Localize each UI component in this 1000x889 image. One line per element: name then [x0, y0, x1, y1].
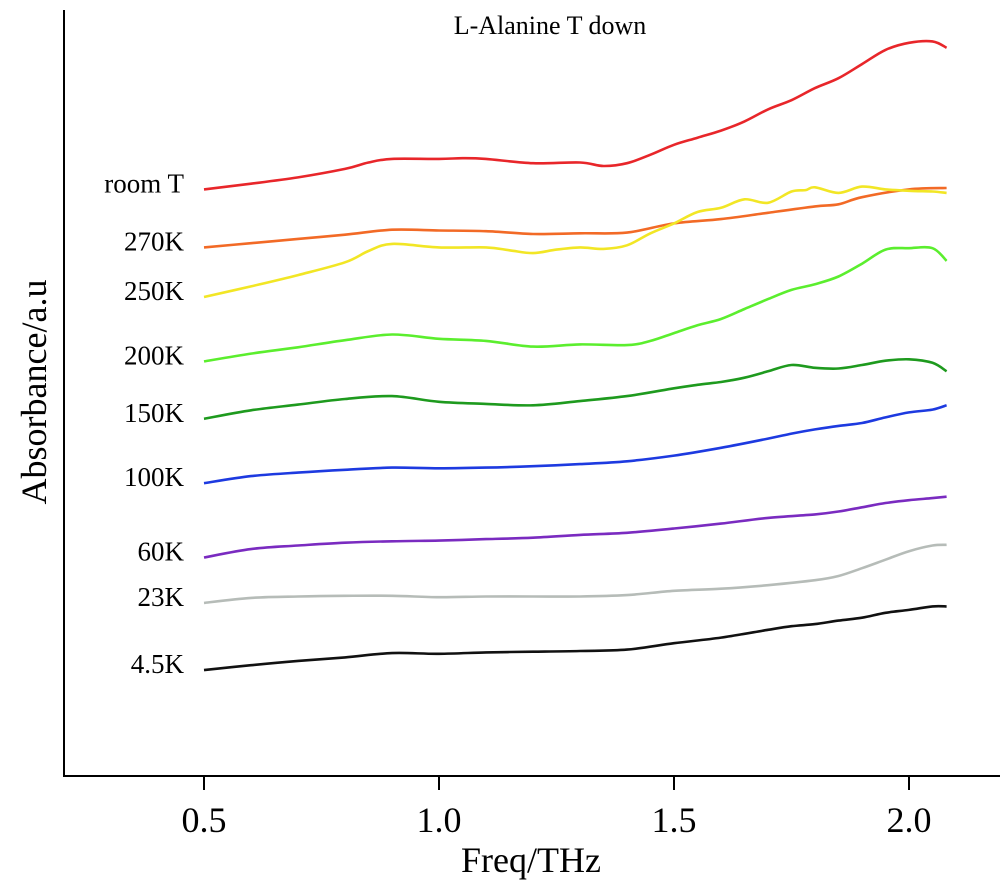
series-line-60k: [203, 495, 947, 559]
y-axis-label: Absorbance/a.u: [14, 280, 54, 505]
series-line-23k: [203, 543, 947, 605]
series-label-250k: 250K: [124, 276, 185, 306]
x-ticks: 0.5 1.0 1.5 2.0: [182, 776, 932, 840]
series-labels: room T 270K 250K 200K 150K 100K 60K 23K 4.5K: [104, 168, 184, 679]
series-line-270k: [203, 186, 947, 249]
x-axis-label: Freq/THz: [461, 840, 601, 880]
series-label-room-t: room T: [104, 168, 184, 198]
x-tick-label: 2.0: [887, 800, 932, 840]
series-label-60k: 60K: [138, 537, 185, 567]
series-label-4-5k: 4.5K: [131, 649, 185, 679]
x-tick-label: 1.0: [417, 800, 462, 840]
series-line-150k: [203, 357, 948, 421]
series-label-100k: 100K: [124, 462, 185, 492]
series-label-200k: 200K: [124, 340, 185, 370]
series-line-room-t: [203, 39, 948, 191]
series-line-4-5k: [203, 604, 947, 672]
x-tick-label: 1.5: [652, 800, 697, 840]
series-label-150k: 150K: [124, 398, 185, 428]
series-line-200k: [203, 245, 948, 363]
series-line-100k: [203, 404, 948, 485]
series-label-270k: 270K: [124, 226, 185, 256]
series-line-250k: [203, 185, 947, 299]
chart-title: L-Alanine T down: [454, 11, 647, 40]
x-tick-label: 0.5: [182, 800, 227, 840]
series-label-23k: 23K: [138, 582, 185, 612]
plot-lines: [203, 39, 948, 672]
